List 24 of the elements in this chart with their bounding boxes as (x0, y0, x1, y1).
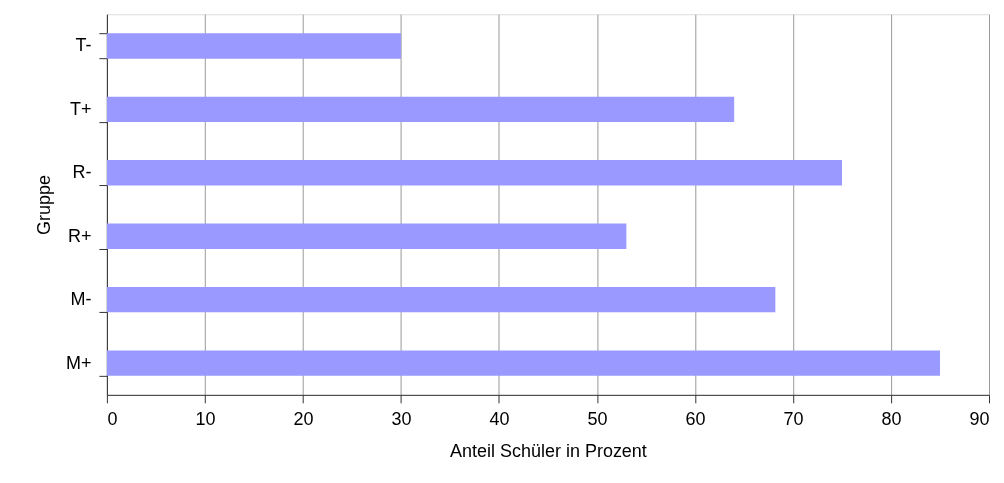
x-tick-label: 0 (107, 409, 118, 430)
y-tick-label: M+ (65, 352, 92, 373)
x-axis-title: Anteil Schüler in Prozent (450, 441, 647, 462)
bar (106, 96, 735, 123)
bar (106, 33, 401, 59)
bar (106, 287, 776, 313)
x-tick-label: 10 (195, 409, 216, 430)
x-tick-label: 40 (489, 409, 510, 430)
x-tick-label: 70 (783, 409, 804, 430)
y-tick-label: T+ (69, 98, 92, 119)
bar (106, 350, 941, 376)
bar (106, 223, 627, 249)
bar (106, 160, 842, 186)
x-tick-label: 90 (969, 409, 990, 430)
y-tick-label: R- (72, 162, 92, 183)
y-tick-label: M- (70, 289, 92, 310)
x-tick-label: 80 (881, 409, 902, 430)
x-tick-label: 20 (293, 409, 314, 430)
y-tick-label: R+ (67, 225, 92, 246)
y-axis-title: Gruppe (33, 175, 54, 235)
x-tick-label: 50 (587, 409, 608, 430)
x-tick-label: 30 (391, 409, 412, 430)
x-tick-label: 60 (685, 409, 706, 430)
y-tick-label: T- (75, 35, 92, 56)
